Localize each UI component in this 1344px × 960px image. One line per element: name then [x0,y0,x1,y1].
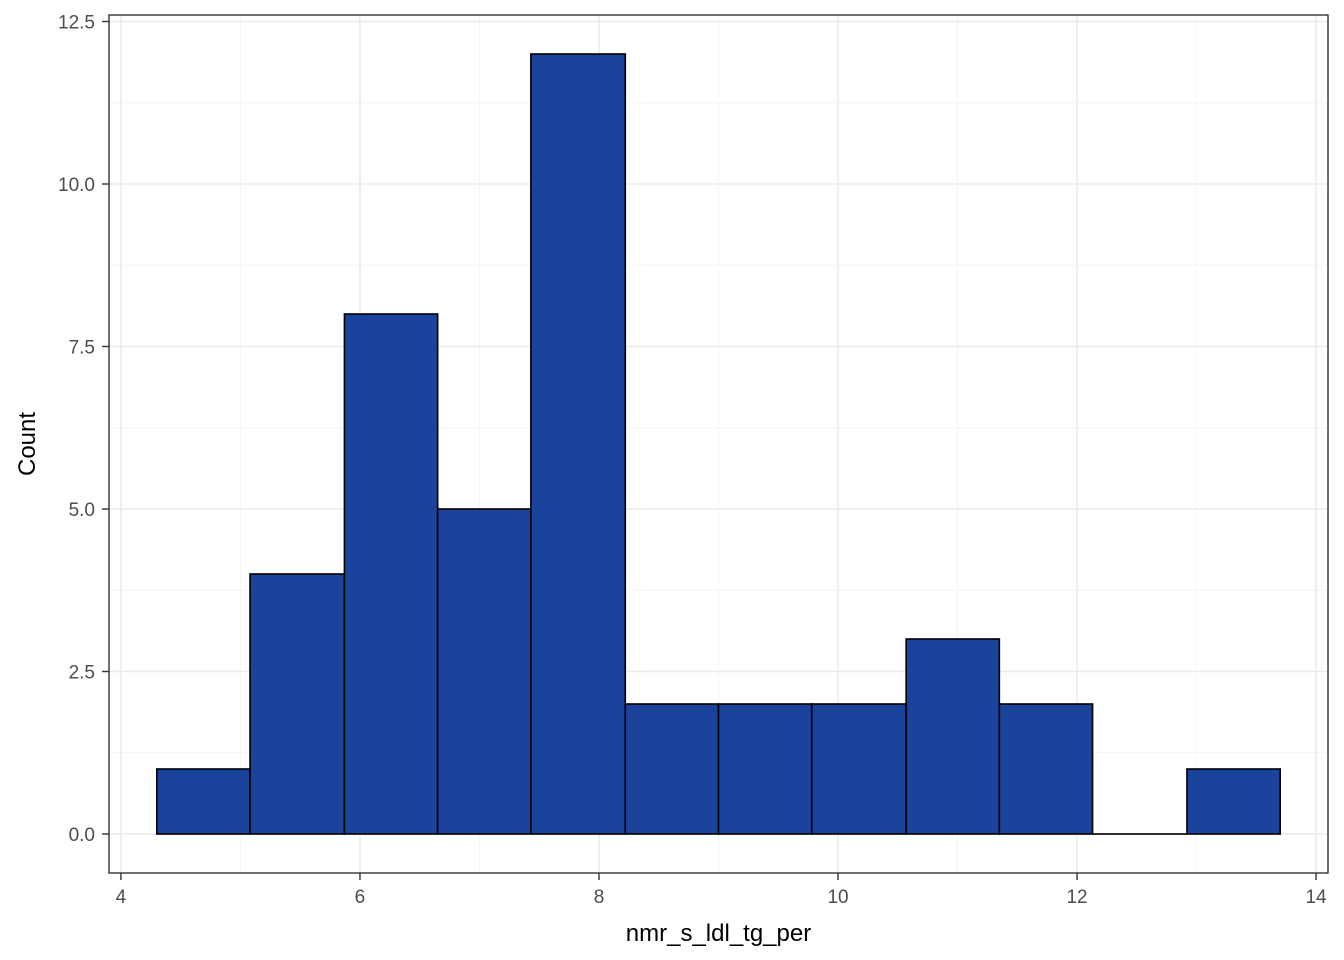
y-axis-ticks: 0.0 2.5 5.0 7.5 10.0 12.5 [58,13,109,846]
x-tick-label: 4 [116,887,127,908]
y-tick-label: 7.5 [69,338,95,359]
x-tick-label: 10 [827,887,848,908]
histogram-bar-12 [1186,768,1281,835]
y-tick-label: 12.5 [58,13,95,34]
x-tick-label: 12 [1066,887,1087,908]
x-tick-label: 6 [355,887,366,908]
y-tick-label: 5.0 [69,500,95,521]
histogram-bar-2 [249,573,346,835]
y-axis-title: Count [14,412,41,476]
y-tick-label: 2.5 [69,663,95,684]
histogram-bar-10 [998,703,1094,835]
histogram-bar-6 [624,703,720,835]
histogram-bar-8 [810,703,907,835]
x-axis-title: nmr_s_ldl_tg_per [626,920,811,947]
histogram-bars [156,53,1281,835]
y-tick-label: 10.0 [58,175,95,196]
x-tick-label: 8 [594,887,605,908]
plot-panel-border [108,14,1329,874]
histogram-bar-4 [436,508,532,835]
x-axis-ticks: 4 6 8 10 12 14 [116,873,1327,908]
histogram-bar-7 [717,703,813,835]
histogram-bar-5 [530,53,627,835]
histogram-bar-3 [343,313,439,835]
x-tick-label: 14 [1305,887,1327,908]
y-tick-label: 0.0 [69,825,95,846]
histogram-bar-1 [156,768,251,835]
histogram-bar-9 [905,638,1001,835]
